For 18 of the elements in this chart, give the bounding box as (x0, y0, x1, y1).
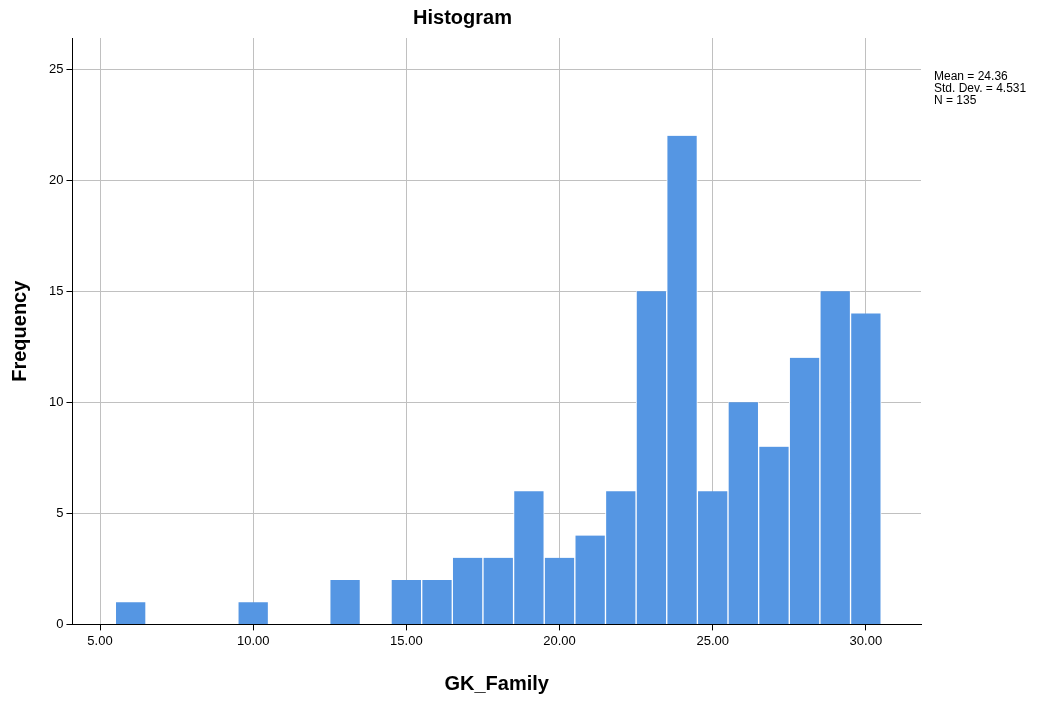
y-tick-label: 10 (48, 393, 64, 409)
text: Std. Dev. = 4.531 (934, 81, 1027, 96)
chart-title: Histogram (413, 5, 512, 28)
y-tick-label: 25 (48, 60, 64, 76)
x-axis-title: GK_Family (444, 671, 550, 694)
y-tick-label: 20 (48, 171, 64, 187)
text: N = 135 (934, 93, 977, 108)
y-tick-label: 15 (48, 282, 64, 298)
text: Mean = 24.36 (934, 69, 1009, 84)
x-tick-label: 15.00 (390, 632, 423, 648)
x-tick-label: 25.00 (696, 632, 729, 648)
y-axis-title: Frequency (7, 279, 30, 382)
y-tick-label: 0 (56, 615, 64, 631)
y-tick-label: 5 (56, 504, 64, 520)
x-tick-label: 10.00 (236, 632, 270, 648)
x-tick-label: 30.00 (849, 632, 883, 648)
x-tick-label: 20.00 (543, 632, 576, 648)
x-tick-label: 5.00 (87, 632, 113, 648)
